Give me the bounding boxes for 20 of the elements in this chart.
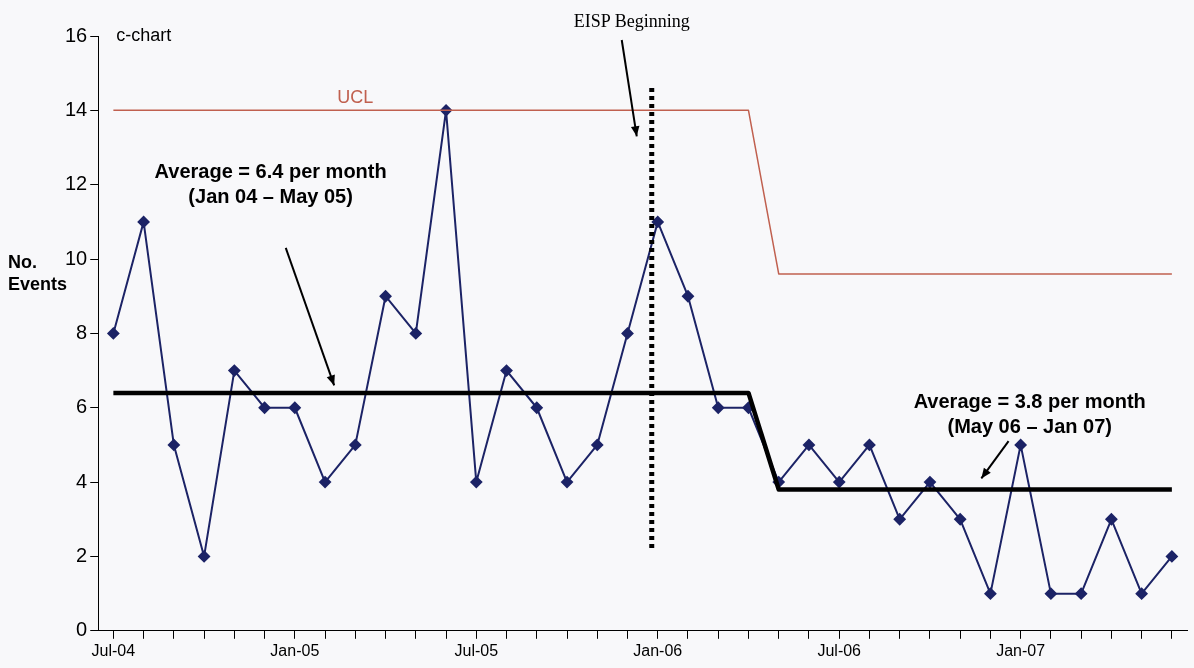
y-tick-label: 16 <box>65 23 88 46</box>
y-tick-label: 10 <box>65 246 88 269</box>
y-tick-label: 12 <box>65 172 88 195</box>
x-tick-label: Jan-06 <box>633 641 683 659</box>
series-label: UCL <box>337 87 374 108</box>
chart-title: c-chart <box>116 24 172 45</box>
x-tick-label: Jul-06 <box>817 641 862 659</box>
ref-line-label: EISP Beginning <box>573 10 690 31</box>
y-tick-label: 8 <box>76 320 88 343</box>
y-tick-label: 14 <box>65 97 88 120</box>
annotation: Average = 3.8 per month (May 06 – Jan 07) <box>913 390 1146 438</box>
annotation: Average = 6.4 per month (Jan 04 – May 05) <box>154 159 387 207</box>
y-tick-label: 0 <box>76 618 88 641</box>
y-tick-label: 6 <box>76 395 88 418</box>
x-tick-label: Jan-05 <box>270 641 320 659</box>
x-tick-label: Jul-04 <box>91 641 136 659</box>
y-tick-label: 4 <box>76 469 88 492</box>
y-tick-label: 2 <box>76 543 88 566</box>
x-tick-label: Jul-05 <box>454 641 499 659</box>
x-tick-label: Jan-07 <box>996 641 1046 659</box>
